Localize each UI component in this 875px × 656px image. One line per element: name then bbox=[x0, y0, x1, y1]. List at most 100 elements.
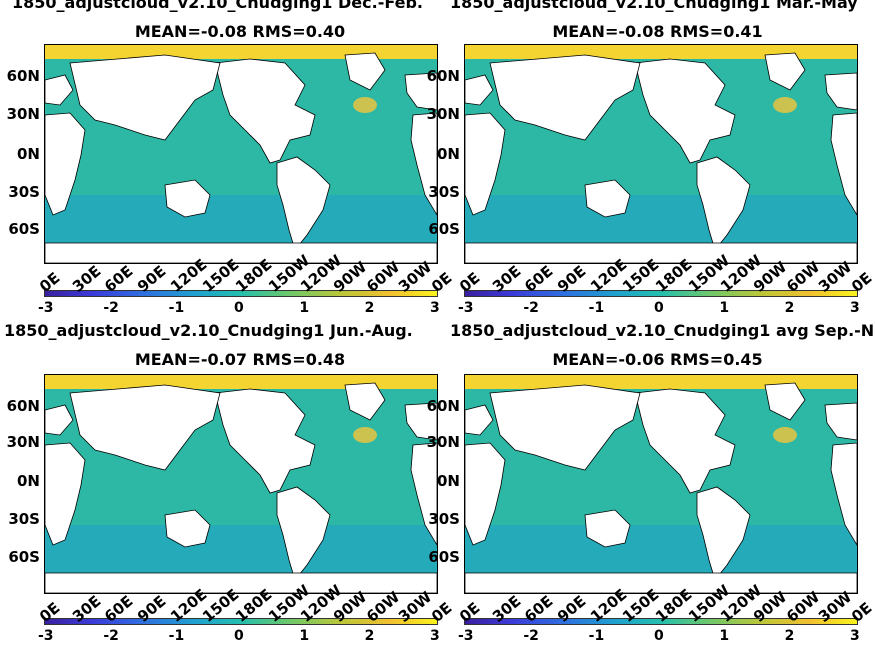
south-america-land bbox=[276, 156, 331, 251]
colorbar-tick-label: 0 bbox=[654, 300, 664, 316]
arctic-band bbox=[465, 45, 857, 59]
colorbar-tick-label: 1 bbox=[719, 628, 730, 644]
colorbar bbox=[464, 290, 858, 297]
map-area bbox=[44, 374, 438, 594]
colorbar-tick-label: -1 bbox=[168, 300, 185, 316]
world-map bbox=[45, 45, 437, 263]
colorbar-tick-label: -3 bbox=[458, 628, 474, 644]
southern-ocean-band bbox=[45, 525, 437, 575]
colorbar-tick-label: 0 bbox=[234, 628, 244, 644]
y-tick-label: 30S bbox=[428, 510, 460, 528]
colorbar-tick-label: -1 bbox=[168, 628, 185, 644]
colorbar-tick-label: 2 bbox=[364, 300, 375, 316]
europe-land bbox=[45, 402, 437, 441]
colorbar-tick-label: 2 bbox=[364, 628, 375, 644]
arctic-band bbox=[45, 375, 437, 389]
arctic-band bbox=[45, 45, 437, 59]
y-tick-label: 60N bbox=[6, 67, 40, 85]
colorbar-tick-label: -3 bbox=[458, 300, 474, 316]
panel-title: 1850_adjustcloud_v2.10_Cnudging1 Jun.-Au… bbox=[4, 321, 413, 340]
greenland-land bbox=[764, 52, 806, 91]
map-area bbox=[464, 374, 858, 594]
map-panel-2: 1850_adjustcloud_v2.10_Cnudging1 Mar.-Ma… bbox=[420, 0, 875, 320]
colorbar-tick-label: -2 bbox=[523, 300, 539, 316]
antarctica-land bbox=[45, 242, 437, 263]
colorbar-tick-label: 3 bbox=[850, 300, 860, 316]
y-tick-label: 0N bbox=[17, 472, 40, 490]
asia-land bbox=[69, 54, 221, 141]
colorbar bbox=[44, 290, 438, 297]
antarctica-land bbox=[465, 242, 857, 263]
asia-land bbox=[69, 384, 221, 471]
y-tick-label: 0N bbox=[437, 472, 460, 490]
colorbar-tick-label: 2 bbox=[784, 628, 795, 644]
southern-ocean-band bbox=[45, 195, 437, 245]
greenland-land bbox=[344, 382, 386, 421]
europe-land bbox=[465, 72, 857, 111]
y-tick-label: 60S bbox=[8, 220, 40, 238]
y-tick-label: 60S bbox=[8, 548, 40, 566]
southern-ocean-band bbox=[465, 195, 857, 245]
y-tick-label: 60N bbox=[426, 397, 460, 415]
y-tick-label: 0N bbox=[17, 145, 40, 163]
africa-land bbox=[465, 442, 857, 546]
map-panel-1: 1850_adjustcloud_v2.10_Cnudging1 Dec.-Fe… bbox=[0, 0, 456, 320]
antarctica-land bbox=[465, 572, 857, 593]
colorbar-tick-label: -2 bbox=[103, 300, 119, 316]
europe-land bbox=[45, 72, 437, 111]
world-map bbox=[45, 375, 437, 593]
y-tick-label: 60S bbox=[428, 220, 460, 238]
world-map bbox=[465, 375, 857, 593]
panel-stats: MEAN=-0.07 RMS=0.48 bbox=[134, 350, 346, 369]
australia-land bbox=[164, 179, 211, 218]
asia-land bbox=[489, 54, 641, 141]
australia-land bbox=[164, 509, 211, 548]
greenland-land bbox=[344, 52, 386, 91]
y-tick-label: 30S bbox=[428, 183, 460, 201]
y-tick-label: 60N bbox=[6, 397, 40, 415]
gulf-stream-anomaly bbox=[773, 427, 797, 443]
antarctica-land bbox=[45, 572, 437, 593]
colorbar bbox=[464, 618, 858, 625]
y-tick-label: 30N bbox=[426, 105, 460, 123]
southern-ocean-band bbox=[465, 525, 857, 575]
colorbar-tick-label: 3 bbox=[430, 628, 440, 644]
colorbar bbox=[44, 618, 438, 625]
y-tick-label: 0N bbox=[437, 145, 460, 163]
map-panel-3: 1850_adjustcloud_v2.10_Cnudging1 Jun.-Au… bbox=[0, 321, 455, 656]
asia-land bbox=[489, 384, 641, 471]
map-panel-4: 1850_adjustcloud_v2.10_Cnudging1 avg Sep… bbox=[420, 322, 875, 656]
panel-title: 1850_adjustcloud_v2.10_Cnudging1 Mar.-Ma… bbox=[450, 0, 858, 12]
gulf-stream-anomaly bbox=[353, 427, 377, 443]
panel-title: 1850_adjustcloud_v2.10_Cnudging1 Dec.-Fe… bbox=[12, 0, 423, 12]
panel-stats: MEAN=-0.08 RMS=0.41 bbox=[552, 22, 763, 41]
australia-land bbox=[584, 179, 631, 218]
colorbar-tick-label: 0 bbox=[654, 628, 664, 644]
colorbar-tick-label: 3 bbox=[430, 300, 440, 316]
africa-land bbox=[45, 112, 437, 216]
panel-title: 1850_adjustcloud_v2.10_Cnudging1 avg Sep… bbox=[450, 321, 875, 340]
africa-land bbox=[45, 442, 437, 546]
y-tick-label: 30N bbox=[426, 433, 460, 451]
europe-land bbox=[465, 402, 857, 441]
y-tick-label: 30S bbox=[8, 510, 40, 528]
colorbar-tick-label: 0 bbox=[234, 300, 244, 316]
north-america-land bbox=[214, 58, 316, 164]
colorbar-tick-label: -2 bbox=[103, 628, 119, 644]
y-tick-label: 30S bbox=[8, 183, 40, 201]
panel-stats: MEAN=-0.06 RMS=0.45 bbox=[552, 350, 763, 369]
south-america-land bbox=[276, 486, 331, 581]
y-tick-label: 60N bbox=[426, 67, 460, 85]
greenland-land bbox=[764, 382, 806, 421]
arctic-band bbox=[465, 375, 857, 389]
map-area bbox=[464, 44, 858, 264]
colorbar-tick-label: 1 bbox=[719, 300, 730, 316]
colorbar-tick-label: 1 bbox=[299, 300, 310, 316]
colorbar-tick-label: -2 bbox=[523, 628, 539, 644]
panel-stats: MEAN=-0.08 RMS=0.40 bbox=[134, 22, 346, 41]
south-america-land bbox=[696, 156, 751, 251]
gulf-stream-anomaly bbox=[773, 97, 797, 113]
world-map bbox=[465, 45, 857, 263]
y-tick-label: 60S bbox=[428, 548, 460, 566]
north-america-land bbox=[214, 388, 316, 494]
